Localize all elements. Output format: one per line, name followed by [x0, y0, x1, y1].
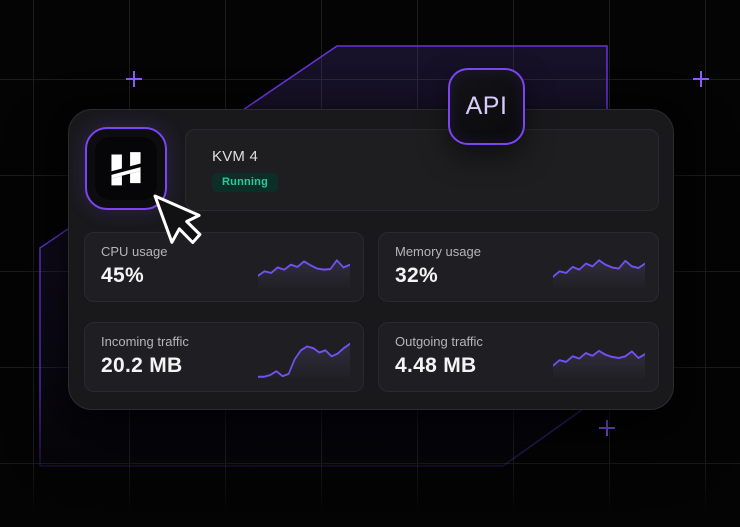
incoming-sparkline-chart [258, 336, 350, 380]
cpu-sparkline-chart [258, 246, 350, 290]
metric-label: Incoming traffic [101, 334, 189, 349]
metric-value: 32% [395, 264, 438, 287]
server-info-panel[interactable]: KVM 4 Running [185, 129, 659, 211]
bottom-fade [0, 457, 740, 527]
logo-inner-tile [95, 137, 157, 200]
status-badge: Running [212, 173, 278, 192]
metric-label: Memory usage [395, 244, 481, 259]
metric-label: Outgoing traffic [395, 334, 483, 349]
api-badge[interactable]: API [448, 68, 525, 145]
metric-card-memory: Memory usage 32% [378, 232, 659, 302]
server-logo-tile[interactable] [85, 127, 167, 210]
metric-value: 20.2 MB [101, 354, 183, 377]
server-overview-card: KVM 4 Running CPU usage 45% Memory usage… [68, 109, 674, 410]
api-badge-label: API [465, 92, 508, 120]
metric-label: CPU usage [101, 244, 168, 259]
metric-card-outgoing-traffic: Outgoing traffic 4.48 MB [378, 322, 659, 392]
metric-card-cpu: CPU usage 45% [84, 232, 364, 302]
memory-sparkline-chart [553, 246, 645, 290]
metric-card-incoming-traffic: Incoming traffic 20.2 MB [84, 322, 364, 392]
plus-icon [599, 420, 615, 436]
server-name: KVM 4 [212, 148, 259, 165]
metric-value: 45% [101, 264, 144, 287]
metric-value: 4.48 MB [395, 354, 477, 377]
outgoing-sparkline-chart [553, 336, 645, 380]
hostinger-logo-icon [111, 151, 141, 185]
plus-icon [126, 71, 142, 87]
plus-icon [693, 71, 709, 87]
